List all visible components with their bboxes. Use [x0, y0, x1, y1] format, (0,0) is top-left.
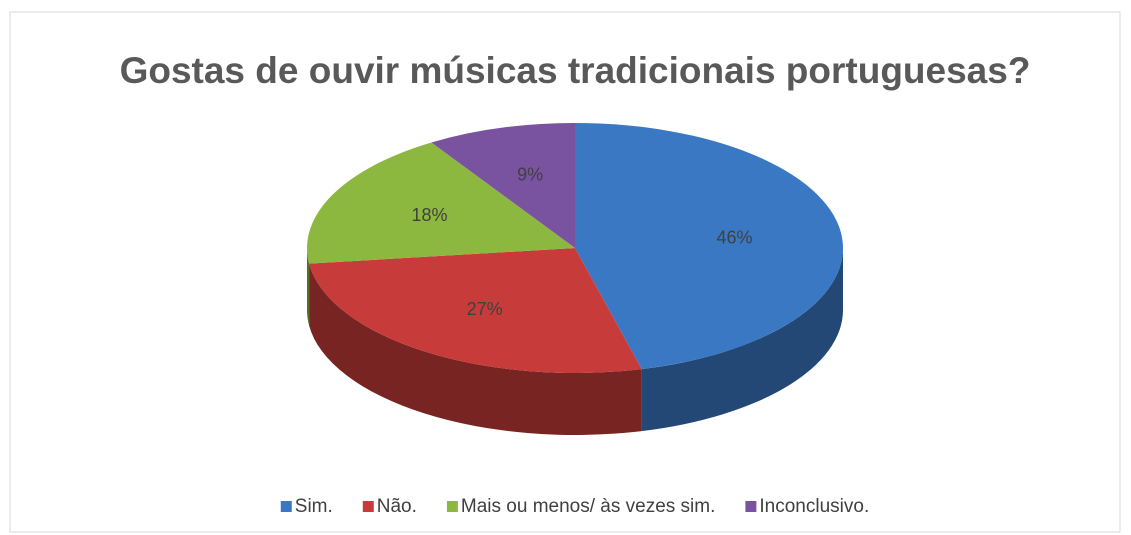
- pie-side: [641, 248, 843, 432]
- data-label: 9%: [517, 165, 543, 185]
- pie-slice: [306, 142, 575, 264]
- legend-swatch: [362, 501, 374, 512]
- chart-frame: [9, 11, 1121, 533]
- data-label: 46%: [717, 227, 753, 247]
- pie-slice: [431, 123, 575, 248]
- legend-label: Mais ou menos/ às vezes sim.: [461, 496, 715, 517]
- chart-title: Gostas de ouvir músicas tradicionais por…: [120, 50, 1031, 91]
- pie-side: [307, 248, 310, 326]
- pie-slice: [575, 123, 844, 370]
- legend-swatch: [446, 501, 458, 512]
- legend-label: Não.: [377, 496, 417, 517]
- legend-label: Sim.: [295, 496, 333, 517]
- pie-slice: [309, 248, 642, 373]
- legend-swatch: [745, 501, 757, 512]
- legend-swatch: [280, 501, 292, 512]
- data-label: 27%: [467, 299, 503, 319]
- legend-label: Inconclusivo.: [759, 496, 869, 517]
- data-label: 18%: [411, 205, 447, 225]
- pie-side: [309, 263, 642, 436]
